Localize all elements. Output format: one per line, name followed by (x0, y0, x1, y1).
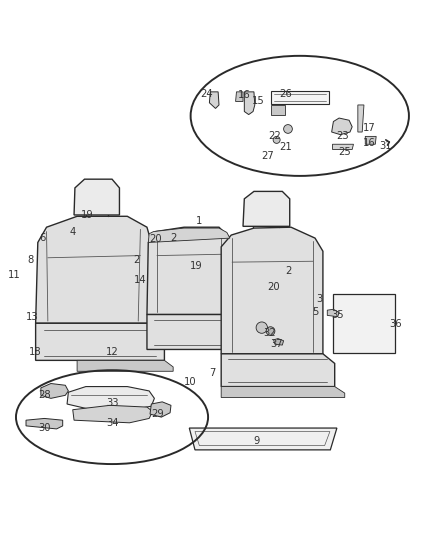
Text: 13: 13 (26, 312, 39, 322)
Text: 33: 33 (106, 398, 118, 408)
Text: 17: 17 (362, 123, 375, 133)
Polygon shape (332, 118, 352, 135)
Text: 19: 19 (190, 261, 203, 271)
Text: 14: 14 (134, 276, 147, 286)
Text: 12: 12 (106, 346, 118, 357)
Text: 22: 22 (268, 131, 281, 141)
Polygon shape (148, 228, 230, 243)
Text: 26: 26 (279, 89, 292, 99)
Polygon shape (147, 314, 243, 350)
Polygon shape (67, 386, 154, 410)
Text: 29: 29 (152, 409, 164, 419)
Polygon shape (26, 418, 63, 429)
Polygon shape (221, 227, 323, 354)
Text: 9: 9 (253, 436, 259, 446)
Polygon shape (150, 402, 171, 417)
Text: 25: 25 (339, 147, 351, 157)
Text: 1: 1 (196, 216, 202, 225)
Text: 37: 37 (270, 339, 283, 349)
Text: 8: 8 (27, 255, 34, 265)
Circle shape (284, 125, 292, 133)
Polygon shape (358, 105, 364, 132)
Polygon shape (189, 428, 337, 450)
Polygon shape (221, 354, 335, 386)
Circle shape (256, 322, 268, 333)
Text: 2: 2 (170, 233, 177, 243)
Polygon shape (271, 105, 286, 115)
Polygon shape (243, 191, 290, 227)
Text: 36: 36 (389, 319, 402, 329)
Text: 2: 2 (286, 266, 292, 276)
Text: 11: 11 (8, 270, 21, 280)
Text: 34: 34 (106, 418, 118, 428)
Text: 3: 3 (316, 294, 322, 304)
Polygon shape (74, 179, 120, 215)
Text: 23: 23 (336, 132, 349, 141)
Polygon shape (332, 144, 353, 149)
Text: 21: 21 (279, 142, 292, 152)
Polygon shape (73, 405, 152, 423)
Polygon shape (274, 338, 284, 345)
Text: 27: 27 (261, 151, 274, 161)
Text: 19: 19 (81, 210, 94, 220)
Text: 10: 10 (184, 377, 197, 387)
Polygon shape (244, 92, 255, 115)
Text: 4: 4 (70, 227, 76, 237)
Text: 28: 28 (38, 390, 51, 400)
Text: 6: 6 (39, 233, 46, 243)
Text: 5: 5 (312, 308, 318, 317)
Polygon shape (221, 386, 345, 398)
Text: 30: 30 (38, 423, 51, 433)
Text: 15: 15 (252, 95, 265, 106)
Polygon shape (333, 294, 395, 353)
Text: 2: 2 (133, 255, 139, 265)
Polygon shape (209, 92, 219, 108)
Text: 16: 16 (362, 139, 375, 148)
Polygon shape (77, 360, 173, 372)
Text: 20: 20 (267, 282, 280, 293)
Polygon shape (236, 92, 243, 101)
Text: 16: 16 (238, 90, 251, 100)
Polygon shape (147, 227, 231, 314)
Polygon shape (35, 216, 151, 323)
Text: 24: 24 (201, 89, 213, 99)
Text: 7: 7 (209, 368, 215, 378)
Polygon shape (365, 136, 376, 144)
Polygon shape (327, 309, 339, 317)
Polygon shape (271, 91, 329, 104)
Text: 31: 31 (379, 141, 392, 151)
Polygon shape (35, 323, 164, 360)
Circle shape (266, 327, 275, 335)
Text: 20: 20 (149, 235, 162, 245)
Circle shape (273, 136, 280, 143)
Polygon shape (41, 384, 68, 398)
Text: 35: 35 (332, 310, 344, 320)
Text: 32: 32 (263, 328, 276, 338)
Text: 18: 18 (28, 346, 41, 357)
